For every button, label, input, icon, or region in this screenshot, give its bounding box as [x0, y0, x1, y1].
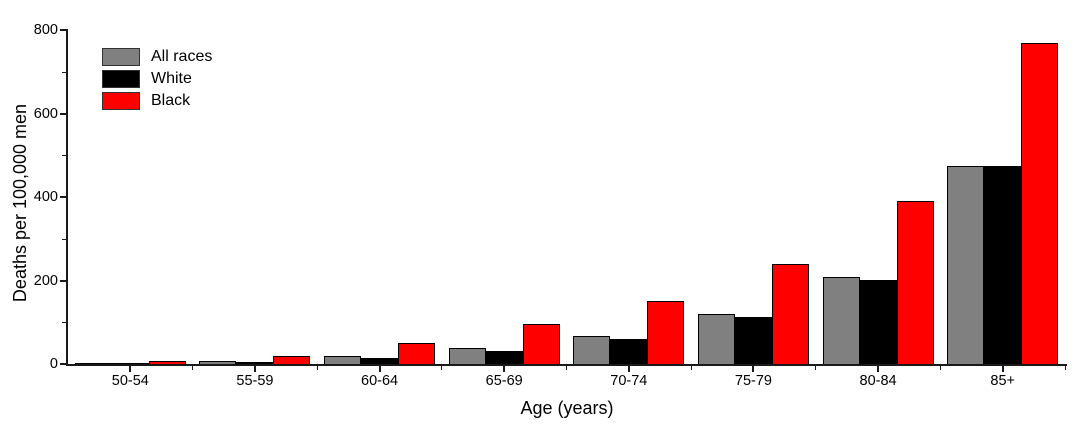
x-tick-major-60-64	[378, 366, 381, 372]
bar-black-50-54	[148, 361, 186, 364]
bar-white-50-54	[111, 363, 149, 364]
plot-area	[68, 30, 1065, 364]
bar-group-85-	[940, 30, 1065, 364]
x-tick-label-80-84: 80-84	[859, 373, 897, 389]
bar-group-65-69	[442, 30, 567, 364]
bar-black-55-59	[273, 356, 311, 364]
y-axis-line	[66, 29, 68, 366]
x-tick-minor-8	[1064, 366, 1066, 370]
bar-all-races-70-74	[573, 336, 611, 364]
legend-swatch-black	[102, 91, 140, 110]
y-tick-major-800	[60, 29, 66, 31]
legend-item-white: White	[102, 69, 212, 88]
bar-black-85-	[1021, 43, 1059, 364]
bar-white-60-64	[361, 357, 399, 364]
bar-group-60-64	[317, 30, 442, 364]
x-tick-label-70-74: 70-74	[610, 373, 648, 389]
legend: All races White Black	[102, 47, 212, 113]
bar-group-70-74	[567, 30, 692, 364]
bar-black-75-79	[771, 263, 809, 364]
y-tick-minor-100	[62, 322, 66, 324]
bar-white-65-69	[485, 350, 523, 364]
legend-swatch-all-races	[102, 47, 140, 66]
bar-white-75-79	[734, 317, 772, 364]
y-tick-minor-500	[62, 155, 66, 157]
bar-black-70-74	[647, 301, 685, 364]
bar-white-70-74	[610, 338, 648, 364]
x-tick-major-85-	[1001, 366, 1004, 372]
x-tick-minor-4	[566, 366, 567, 370]
x-axis-line	[66, 364, 1067, 366]
bar-all-races-65-69	[448, 348, 486, 364]
x-tick-minor-5	[690, 366, 692, 370]
bar-group-50-54	[68, 30, 193, 364]
x-tick-major-70-74	[627, 366, 630, 372]
legend-label-all-races: All races	[151, 48, 213, 65]
bar-all-races-55-59	[199, 360, 237, 364]
x-tick-label-75-79: 75-79	[734, 373, 772, 389]
legend-label-white: White	[151, 70, 192, 87]
bar-white-80-84	[859, 279, 897, 364]
x-tick-label-50-54: 50-54	[111, 373, 149, 389]
x-tick-label-85-: 85+	[990, 373, 1015, 389]
y-tick-label-400: 400	[33, 189, 58, 205]
legend-item-all-races: All races	[102, 47, 212, 66]
x-tick-minor-6	[815, 366, 817, 370]
x-tick-major-50-54	[129, 366, 132, 372]
x-tick-minor-1	[192, 366, 194, 370]
y-tick-major-600	[60, 112, 66, 115]
bar-group-55-59	[193, 30, 318, 364]
y-tick-label-0: 0	[49, 356, 58, 372]
y-tick-major-200	[60, 279, 66, 282]
bar-black-65-69	[522, 323, 560, 364]
bar-white-85-	[984, 166, 1022, 364]
y-axis-title: Deaths per 100,000 men	[9, 103, 30, 303]
bar-black-60-64	[398, 343, 436, 364]
bar-all-races-60-64	[324, 355, 362, 364]
bar-group-75-79	[691, 30, 816, 364]
y-tick-label-200: 200	[33, 272, 58, 289]
bar-all-races-50-54	[74, 362, 112, 364]
x-tick-minor-3	[441, 366, 443, 370]
y-tick-major-400	[60, 196, 66, 198]
y-tick-major-0	[60, 363, 66, 365]
x-tick-major-75-79	[752, 366, 755, 372]
x-tick-major-55-59	[253, 366, 256, 372]
bar-white-55-59	[236, 361, 274, 364]
x-tick-major-80-84	[877, 366, 880, 372]
x-tick-label-55-59: 55-59	[236, 373, 274, 389]
legend-label-black: Black	[151, 92, 191, 109]
bar-all-races-75-79	[697, 314, 735, 364]
y-tick-label-600: 600	[33, 105, 58, 122]
bar-all-races-80-84	[822, 276, 860, 364]
x-tick-major-65-69	[503, 366, 506, 372]
y-tick-label-800: 800	[33, 22, 58, 38]
y-tick-minor-700	[62, 71, 66, 73]
bar-all-races-85-	[947, 165, 985, 364]
y-tick-minor-300	[62, 238, 66, 240]
x-tick-minor-2	[316, 366, 318, 370]
x-tick-label-60-64: 60-64	[361, 373, 399, 389]
x-tick-label-65-69: 65-69	[485, 373, 523, 389]
legend-item-black: Black	[102, 91, 212, 110]
x-tick-minor-7	[939, 366, 941, 370]
legend-swatch-white	[102, 69, 140, 88]
bar-group-80-84	[816, 30, 941, 364]
x-axis-title: Age (years)	[520, 398, 614, 418]
bar-black-80-84	[896, 201, 934, 364]
